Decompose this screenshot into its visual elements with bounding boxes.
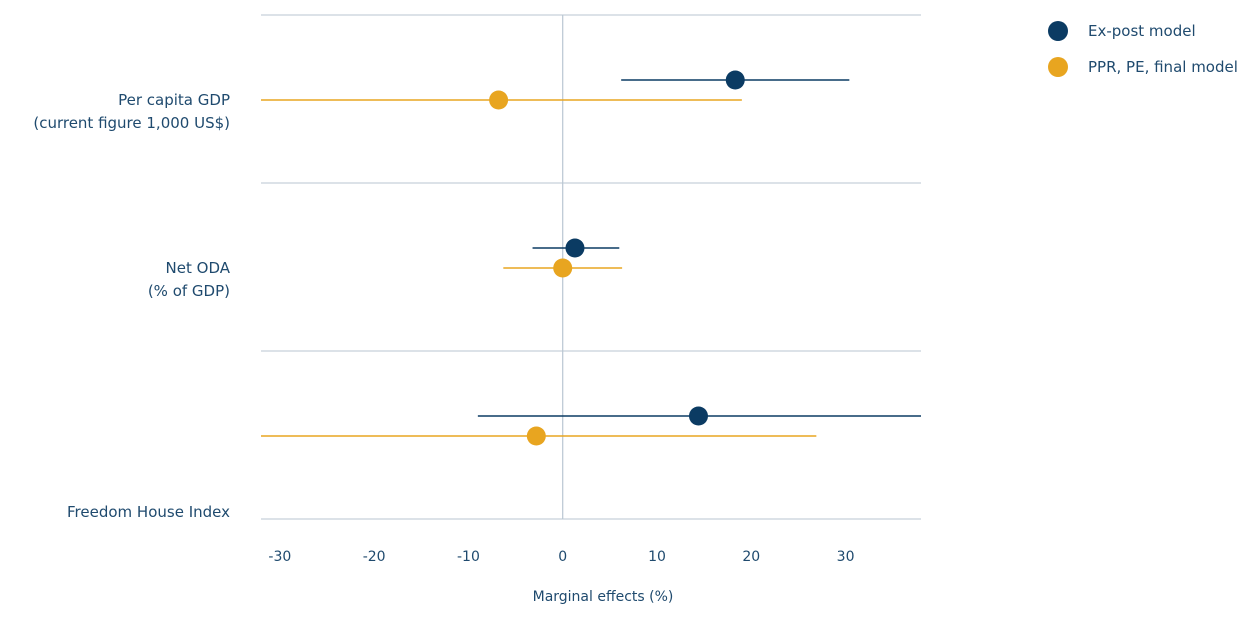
row-label: Freedom House Index	[67, 501, 230, 524]
estimate-point	[565, 238, 585, 258]
estimate-point	[725, 70, 745, 90]
x-tick-label: 20	[742, 549, 760, 565]
x-axis-title: Marginal effects (%)	[532, 589, 674, 605]
row-label-line: (current figure 1,000 US$)	[33, 114, 230, 132]
x-tick-label: 0	[558, 549, 567, 565]
x-tick-label: 10	[648, 549, 666, 565]
x-tick-label: -30	[268, 549, 291, 565]
legend-label-ex-post: Ex-post model	[1088, 22, 1196, 40]
x-tick-label: -20	[363, 549, 386, 565]
estimate-point	[688, 406, 708, 426]
legend-label-ppr-pe-final: PPR, PE, final model	[1088, 58, 1238, 76]
legend-item-ppr-pe-final: PPR, PE, final model	[1048, 56, 1238, 78]
legend-swatch-ppr-pe-final	[1048, 57, 1068, 77]
legend: Ex-post model PPR, PE, final model	[1048, 20, 1238, 92]
row-label-line: Freedom House Index	[67, 502, 230, 521]
grid-lines	[261, 14, 921, 520]
x-tick-label: -10	[457, 549, 480, 565]
row-label-line: Per capita GDP	[118, 91, 230, 109]
legend-item-ex-post: Ex-post model	[1048, 20, 1238, 42]
legend-swatch-ex-post	[1048, 21, 1068, 41]
row-label-line: (% of GDP)	[147, 282, 230, 300]
x-tick-labels: -30 -20 -10 0 10 20 30	[268, 549, 854, 565]
row-label-line: Net ODA	[165, 259, 230, 277]
estimate-point	[489, 90, 509, 110]
data-marks	[261, 70, 921, 446]
estimate-point	[553, 258, 573, 278]
x-tick-label: 30	[837, 549, 855, 565]
estimate-point	[526, 426, 546, 446]
row-label: Net ODA (% of GDP)	[148, 257, 230, 303]
row-label: Per capita GDP (current figure 1,000 US$)	[33, 89, 230, 135]
